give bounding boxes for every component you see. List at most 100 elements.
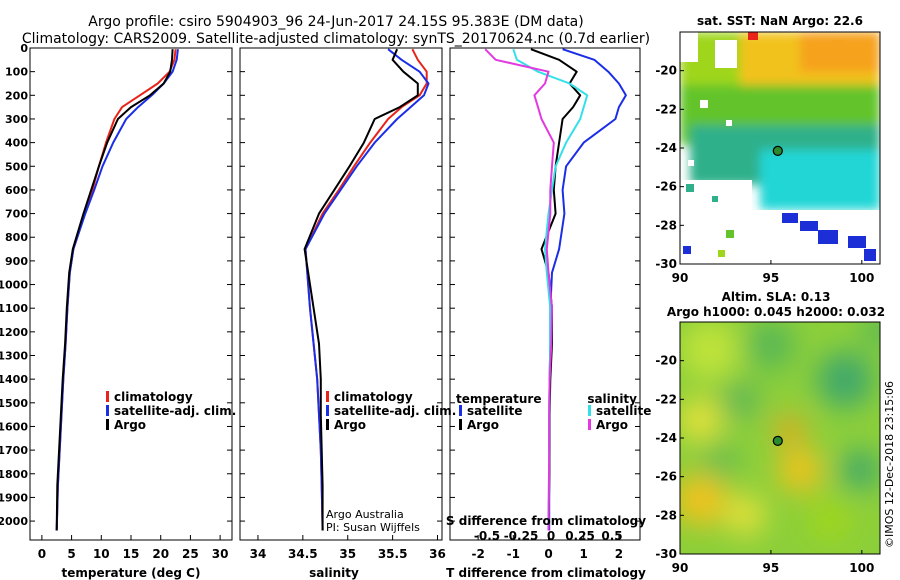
s-difference-tick-label: -0.25 [504,529,539,543]
series-line-argo [303,48,419,531]
sst-gap-squares [688,100,732,216]
x-tick-label: 15 [123,547,140,561]
series-line-salinity-argo [484,48,555,531]
x-tick-label: 5 [67,547,75,561]
depth-tick-label: 900 [5,255,28,268]
credit-line2: PI: Susan Wijffels [326,521,420,534]
depth-tick-label: 1000 [0,279,28,292]
x-tick-label: 1 [580,547,588,561]
x-tick-label: 2 [615,547,623,561]
s-difference-tick-label: 0.25 [565,529,595,543]
temperature-axis-label: temperature (deg C) [62,566,201,580]
depth-tick-label: 800 [5,231,28,244]
sst-missing-region [715,40,737,68]
series-line-satellite-adj-clim- [304,48,430,531]
depth-tick-label: 2000 [0,515,28,528]
credit-line1: Argo Australia [326,508,404,521]
depth-tick-label: 1500 [0,397,28,410]
lon-tick-label: 100 [849,271,874,285]
temperature-panel: 0100200300400500600700800900100011001200… [0,42,236,580]
difference-depth-ticks [450,47,640,522]
lat-tick-label: -26 [655,180,677,194]
legend-swatch-argo [326,419,329,430]
depth-tick-label: 500 [5,160,28,173]
legend-swatch-argo [106,419,109,430]
lat-tick-label: -24 [655,431,677,445]
depth-tick-label: 700 [5,208,28,221]
x-tick-label: 10 [93,547,110,561]
x-tick-label: 0 [38,547,46,561]
depth-tick-label: 600 [5,184,28,197]
depth-tick-label: 1200 [0,326,28,339]
x-tick-label: 34 [250,547,267,561]
sla-longitude-ticks: 90 95 100 [672,550,874,575]
x-tick-label: 35 [339,547,356,561]
sst-argo-position-marker [772,145,783,156]
series-line-argo [55,49,174,531]
depth-tick-label: 1700 [0,444,28,457]
x-tick-label: 20 [152,547,169,561]
depth-tick-label: 1400 [0,373,28,386]
legend-label-s-satellite: satellite [596,404,651,418]
x-tick-label: 34.5 [288,547,318,561]
sst-latitude-ticks: -20 -22 -24 -26 -28 -30 [655,64,684,271]
difference-plot-frame [449,47,641,541]
x-tick-label: 36 [429,547,446,561]
sla-map-title: Altim. SLA: 0.13 [722,290,831,304]
legend-swatch-t-satellite [459,405,462,416]
temperature-axis-ticks: 0 5 10 15 20 25 30 [38,535,228,561]
legend-swatch-t-argo [459,419,462,430]
s-difference-tick-label: -0.5 [474,529,500,543]
legend-label-climatology: climatology [114,390,193,404]
x-tick-label: 0 [544,547,552,561]
legend-swatch-satellite [326,405,329,416]
figure-title-line2: Climatology: CARS2009. Satellite-adjuste… [22,31,650,47]
legend-swatch-climatology [326,391,329,402]
series-line-temperature-argo [530,48,582,531]
sst-isolated-pixels [686,184,734,257]
x-tick-label: 25 [182,547,199,561]
s-difference-tick-label: 0 [547,529,555,543]
depth-tick-label: 1100 [0,302,28,315]
lat-tick-label: -22 [655,392,677,406]
lon-tick-label: 90 [672,561,689,575]
depth-tick-label: 1900 [0,491,28,504]
salinity-series [303,48,430,531]
lon-tick-label: 95 [763,271,780,285]
depth-tick-label: 1800 [0,468,28,481]
lat-tick-label: -26 [655,470,677,484]
t-difference-axis-ticks: -2 -1 0 1 2 [471,535,623,561]
series-line-climatology [304,48,428,531]
sla-latitude-ticks: -20 -22 -24 -26 -28 -30 [655,354,684,561]
sst-missing-region [740,228,780,264]
x-tick-label: -1 [507,547,520,561]
s-difference-tick-label: 0.5 [601,529,622,543]
difference-panel: -2 -1 0 1 2 S difference from climatology -0… [446,47,651,580]
legend-label-argo: Argo [334,418,366,432]
sla-map-subtitle: Argo h1000: 0.045 h2000: 0.032 [667,305,885,319]
sst-warm-patches [748,32,844,50]
sla-argo-position-marker [772,435,783,446]
legend-swatch-climatology [106,391,109,402]
legend-label-satellite: satellite-adj. clim. [114,404,236,418]
difference-legend: temperature satellite Argo salinity sate… [456,392,651,432]
difference-series [484,48,627,531]
sst-missing-region [680,32,698,62]
legend-label-t-satellite: satellite [467,404,522,418]
x-tick-label: 35.5 [378,547,408,561]
sst-field [680,32,880,264]
depth-tick-label: 300 [5,113,28,126]
sst-cold-patches [683,213,876,261]
salinity-plot-frame [239,47,443,541]
lat-tick-label: -30 [655,547,677,561]
lon-tick-label: 95 [763,561,780,575]
legend-label-argo: Argo [114,418,146,432]
legend-swatch-s-satellite [588,405,591,416]
lat-tick-label: -22 [655,102,677,116]
legend-swatch-s-argo [588,419,591,430]
lat-tick-label: -30 [655,257,677,271]
depth-tick-label: 400 [5,137,28,150]
temperature-plot-frame [29,47,233,541]
depth-tick-label: 0 [20,42,28,55]
series-line-temperature-satellite [548,48,627,531]
